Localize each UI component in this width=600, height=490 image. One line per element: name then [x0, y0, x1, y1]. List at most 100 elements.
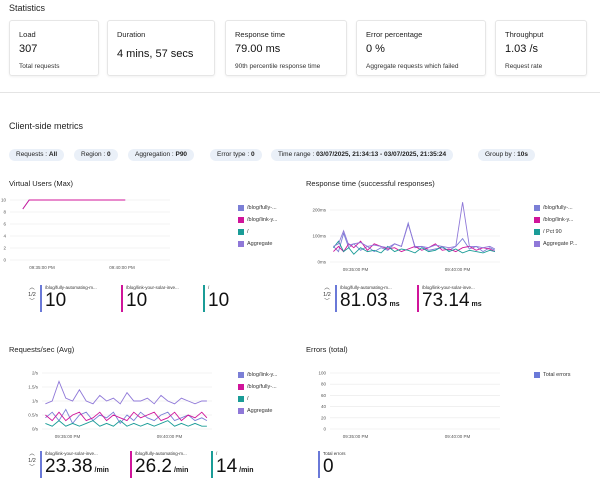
legend-item[interactable]: /blog/link-y...: [534, 216, 577, 228]
chart-title-virtual-users: Virtual Users (Max): [9, 179, 74, 188]
chevron-up-icon[interactable]: ︿: [29, 285, 35, 291]
metric-tile: /blog/link-your-solar-inve... 23.38/min: [40, 451, 122, 479]
tile-pager[interactable]: ︿ 1/2 ﹀: [25, 285, 39, 306]
tile-number: 14: [216, 456, 238, 477]
y-tick-label: 40: [321, 404, 327, 409]
tile-value: 10: [126, 290, 147, 312]
x-tick-label: 09:40:00 PM: [445, 434, 471, 439]
x-tick-label: 09:35:00 PM: [29, 265, 55, 270]
filter-value: 03/07/2025, 21:34:13 - 03/07/2025, 21:35…: [316, 151, 447, 158]
filter-error-type[interactable]: Error type : 0: [210, 149, 262, 161]
chart-title-response-time: Response time (successful responses): [306, 179, 435, 188]
y-tick-label: 200ms: [312, 208, 326, 213]
card-label: Error percentage: [366, 30, 423, 39]
y-tick-label: 100ms: [312, 234, 326, 239]
tile-color-bar: [40, 285, 42, 312]
metric-tile: /blog/link-your-solar-inve... 73.14 ms: [417, 285, 507, 313]
legend-label: /blog/link-y...: [247, 372, 278, 378]
legend-item[interactable]: /blog/fully-...: [534, 204, 577, 216]
chart-title-requests-per-sec: Requests/sec (Avg): [9, 345, 75, 354]
tile-pager[interactable]: ︿ 1/2 ﹀: [320, 285, 334, 306]
legend-item[interactable]: /blog/fully-...: [238, 204, 277, 216]
legend-swatch: [238, 217, 244, 223]
tile-color-bar: [130, 451, 132, 478]
filter-label: Group by: [485, 151, 512, 158]
filter-region[interactable]: Region : 0: [74, 149, 118, 161]
y-tick-label: 60: [321, 393, 327, 398]
card-sub: Aggregate requests which failed: [366, 63, 459, 70]
y-tick-label: 1.5/s: [28, 385, 39, 390]
filter-time-range[interactable]: Time range : 03/07/2025, 21:34:13 - 03/0…: [271, 149, 454, 161]
pager-text: 1/2: [28, 458, 36, 464]
legend-item[interactable]: /: [238, 395, 277, 407]
card-value: 0 %: [366, 43, 385, 55]
legend-item[interactable]: Aggregate: [238, 407, 277, 419]
series-line: [45, 408, 208, 425]
filter-aggregation[interactable]: Aggregation : P90: [128, 149, 195, 161]
chevron-down-icon[interactable]: ﹀: [29, 465, 35, 471]
series-line: [22, 199, 126, 210]
y-tick-label: 80: [321, 382, 327, 387]
tile-unit: /min: [94, 467, 109, 474]
legend-label: /blog/fully-...: [543, 205, 573, 211]
client-metrics-title: Client-side metrics: [9, 121, 84, 131]
card-label: Load: [19, 30, 36, 39]
tile-number: 23.38: [45, 456, 93, 477]
legend-item[interactable]: /: [238, 228, 277, 240]
legend-swatch: [238, 408, 244, 414]
tile-pager[interactable]: ︿ 1/2 ﹀: [25, 451, 39, 472]
y-tick-label: 0.5/s: [28, 413, 39, 418]
x-tick-label: 09:40:00 PM: [157, 434, 183, 439]
series-line: [333, 202, 496, 250]
y-tick-label: 4: [3, 234, 6, 239]
y-tick-label: 2/s: [32, 371, 39, 376]
tile-color-bar: [40, 451, 42, 478]
tile-label: /: [208, 285, 210, 290]
y-tick-label: 0: [323, 427, 326, 432]
tile-value: 0: [323, 456, 334, 478]
legend-item[interactable]: /blog/link-y...: [238, 371, 277, 383]
legend-swatch: [238, 396, 244, 402]
stat-card-error-percentage: Error percentage 0 % Aggregate requests …: [356, 20, 486, 76]
legend-swatch: [534, 241, 540, 247]
y-tick-label: 0/s: [32, 427, 39, 432]
chevron-up-icon[interactable]: ︿: [29, 451, 35, 457]
filter-group-by[interactable]: Group by : 10s: [478, 149, 536, 161]
x-tick-label: 09:40:00 PM: [109, 265, 135, 270]
tile-color-bar: [335, 285, 337, 312]
requests-per-sec-legend: /blog/link-y... /blog/fully-... / Aggreg…: [238, 371, 277, 419]
metric-tile: /blog/fully-automating-m... 10: [40, 285, 122, 313]
tile-value: 73.14 ms: [422, 290, 482, 312]
tile-value: 10: [208, 290, 229, 312]
virtual-users-chart: 0 2 4 6 8 10 09:35:00 PM 09:40:00 PM: [1, 198, 170, 270]
response-time-legend: /blog/fully-... /blog/link-y... / Pct 90…: [534, 204, 577, 252]
chevron-down-icon[interactable]: ﹀: [324, 299, 330, 305]
chevron-up-icon[interactable]: ︿: [324, 285, 330, 291]
legend-label: / Pct 90: [543, 229, 562, 235]
legend-item[interactable]: /blog/link-y...: [238, 216, 277, 228]
filter-requests[interactable]: Requests : All: [9, 149, 65, 161]
y-tick-label: 2: [3, 246, 6, 251]
response-time-tiles: ︿ 1/2 ﹀ /blog/fully-automating-m... 81.03 ms…: [322, 285, 522, 313]
metric-tile: /blog/fully-automating-m... 81.03 ms: [335, 285, 417, 313]
y-tick-label: 1/s: [32, 399, 39, 404]
filter-value: 0: [107, 151, 111, 158]
metric-tile: Total errors 0: [318, 451, 400, 479]
legend-item[interactable]: /blog/fully-...: [238, 383, 277, 395]
card-value: 307: [19, 43, 38, 55]
legend-label: /: [247, 229, 249, 235]
tile-number: 10: [208, 290, 230, 311]
tile-label: /blog/fully-automating-m...: [340, 285, 392, 290]
requests-per-sec-chart: 0/s 0.5/s 1/s 1.5/s 2/s 09:35:00 PM 09:40:00 P…: [28, 371, 212, 439]
virtual-users-legend: /blog/fully-... /blog/link-y... / Aggreg…: [238, 204, 277, 252]
legend-item[interactable]: / Pct 90: [534, 228, 577, 240]
legend-swatch: [534, 205, 540, 211]
chart-title-errors: Errors (total): [306, 345, 348, 354]
legend-item[interactable]: Aggregate: [238, 240, 277, 252]
legend-swatch: [534, 217, 540, 223]
tile-value: 23.38/min: [45, 456, 109, 478]
legend-item[interactable]: Aggregate P...: [534, 240, 577, 252]
legend-item[interactable]: Total errors: [534, 371, 571, 383]
series-line: [45, 380, 207, 405]
chevron-down-icon[interactable]: ﹀: [29, 299, 35, 305]
